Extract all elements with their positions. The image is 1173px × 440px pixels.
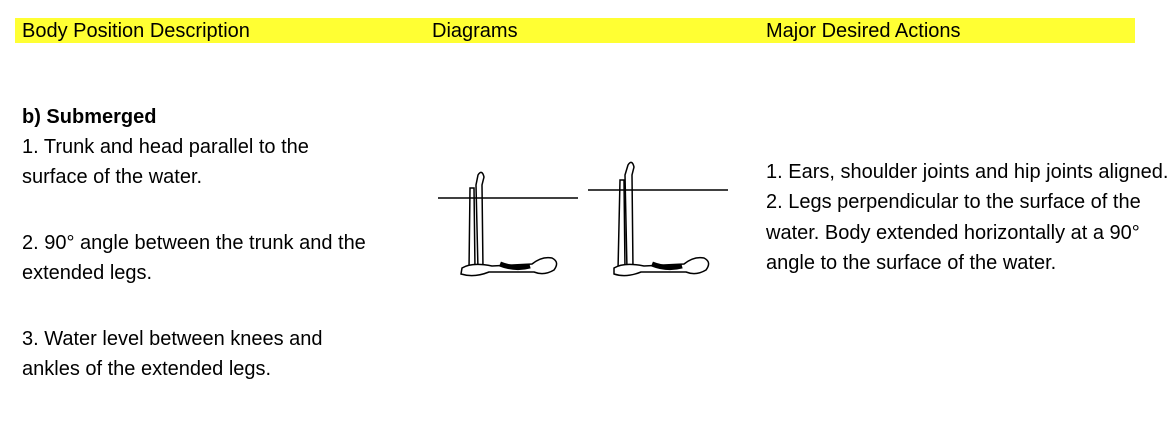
diagram [438,171,578,277]
description: 1. Trunk and head parallel to the surfac… [22,132,367,420]
header-bar: Body Position Description Diagrams Major… [15,18,1135,43]
diagram [588,161,728,277]
column-header: Diagrams [432,20,518,42]
actions: 1. Ears, shoulder joints and hip joints … [766,157,1171,278]
paragraph: 1. Ears, shoulder joints and hip joints … [766,161,1169,183]
column-header: Body Position Description [22,20,250,42]
paragraph: 1. Trunk and head parallel to the surfac… [22,136,309,188]
diagrams [438,161,728,277]
column-header: Major Desired Actions [766,20,961,42]
paragraph: 2. Legs perpendicular to the surface of … [766,191,1141,274]
section-title: b) Submerged [22,106,157,128]
paragraph: 2. 90° angle between the trunk and the e… [22,232,366,284]
paragraph: 3. Water level between knees and ankles … [22,328,323,380]
